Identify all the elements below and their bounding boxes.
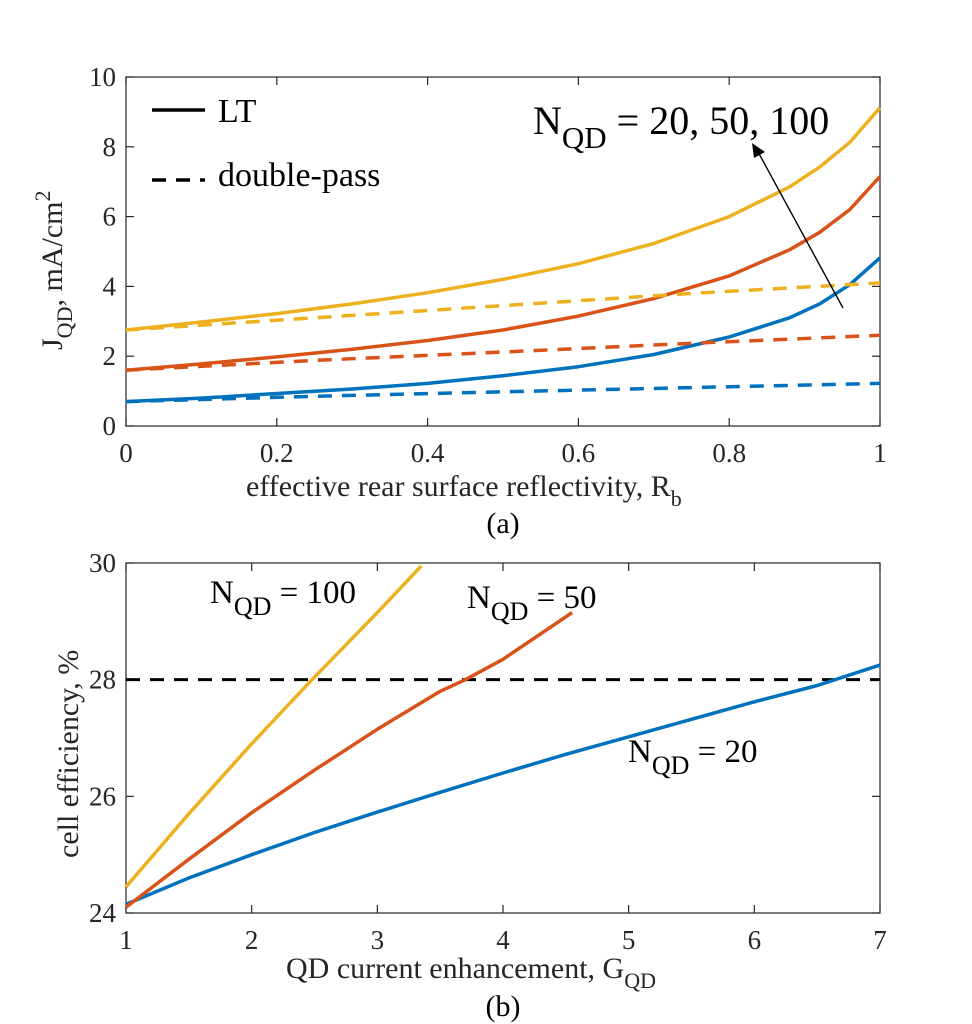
legend: LT double-pass: [152, 93, 380, 194]
series-label-100-rest: = 100: [271, 575, 356, 611]
legend-label-lt: LT: [218, 93, 257, 130]
y-axis-label-a: JQD, mA/cm2: [30, 191, 77, 350]
series-label-nqd-20: NQD = 20: [628, 734, 758, 780]
series-line-a-2: [125, 106, 882, 332]
y-axis-label-b: cell efficiency, %: [52, 650, 85, 858]
plot-area-a: [125, 76, 881, 427]
y-tick-label-a-3: 6: [103, 202, 117, 232]
series-line-a-1: [125, 175, 882, 372]
series-label-50-sub: QD: [491, 597, 529, 626]
series-line-a-3: [125, 381, 881, 404]
annotation-nqd-values: NQD = 20, 50, 100: [533, 98, 829, 155]
annotation-n: N: [533, 98, 562, 143]
y-tick-label-a-4: 8: [103, 132, 117, 162]
y-axis-label-a-sub: QD: [52, 307, 77, 339]
x-tick-label-a-3: 0.6: [562, 438, 596, 468]
x-axis-label-a-main: effective rear surface reflectivity, R: [246, 470, 671, 503]
series-label-100-sub: QD: [234, 592, 272, 621]
x-tick-label-b-2: 3: [371, 925, 385, 955]
series-label-nqd-100: NQD = 100: [210, 575, 356, 621]
annotation-arrowhead: [752, 143, 765, 158]
x-axis-label-b: QD current enhancement, GQD: [286, 952, 656, 993]
legend-label-double-pass: double-pass: [218, 157, 380, 194]
x-tick-label-b-5: 6: [748, 925, 762, 955]
panel-label-a: (a): [486, 507, 519, 540]
annotation-arrow: [756, 149, 844, 309]
y-axis-label-a-rest: , mA/cm: [36, 202, 69, 307]
y-tick-label-a-2: 4: [103, 271, 117, 301]
series-line-b-0: [125, 663, 881, 906]
series-label-nqd-50: NQD = 50: [467, 580, 597, 626]
x-tick-label-a-5: 1: [873, 438, 887, 468]
x-tick-label-a-2: 0.4: [411, 438, 445, 468]
x-axis-label-b-main: QD current enhancement, G: [286, 952, 624, 985]
series-line-a-5: [125, 281, 881, 332]
series-a: [125, 106, 882, 404]
series-line-a-4: [125, 333, 881, 372]
y-axis-label-a-main: J: [36, 338, 69, 350]
x-axis-label-a: effective rear surface reflectivity, Rb: [246, 470, 682, 511]
panel-label-b: (b): [486, 990, 521, 1023]
series-label-100-n: N: [210, 575, 234, 611]
x-tick-label-b-6: 7: [873, 925, 887, 955]
y-tick-label-b-3: 30: [89, 548, 116, 578]
x-tick-label-b-0: 1: [119, 925, 133, 955]
y-tick-label-a-1: 2: [103, 341, 117, 371]
x-tick-label-a-4: 0.8: [712, 438, 746, 468]
series-line-a-0: [125, 256, 882, 404]
series-label-20-n: N: [628, 734, 652, 770]
series-b: [124, 564, 881, 909]
y-tick-label-a-0: 0: [103, 411, 117, 441]
annotation-sub: QD: [562, 120, 607, 155]
x-tick-label-a-1: 0.2: [260, 438, 294, 468]
series-label-20-rest: = 20: [689, 734, 757, 770]
series-label-50-rest: = 50: [528, 580, 596, 616]
y-tick-label-b-2: 28: [89, 665, 116, 695]
x-tick-label-b-1: 2: [245, 925, 259, 955]
series-label-20-sub: QD: [652, 751, 690, 780]
x-tick-label-a-0: 0: [119, 438, 133, 468]
y-tick-label-b-0: 24: [89, 898, 117, 928]
y-axis-label-a-sup: 2: [30, 191, 55, 202]
x-tick-label-b-4: 5: [622, 925, 636, 955]
series-label-50-n: N: [467, 580, 491, 616]
series-line-b-2: [124, 564, 423, 888]
y-tick-label-a-5: 10: [89, 62, 116, 92]
x-axis-label-b-sub: QD: [624, 968, 656, 993]
y-tick-label-b-1: 26: [89, 781, 116, 811]
annotation-rest: = 20, 50, 100: [607, 98, 830, 143]
x-tick-label-b-3: 4: [496, 925, 510, 955]
x-axis-label-a-sub: b: [671, 486, 682, 511]
series-line-b-1: [124, 611, 574, 909]
